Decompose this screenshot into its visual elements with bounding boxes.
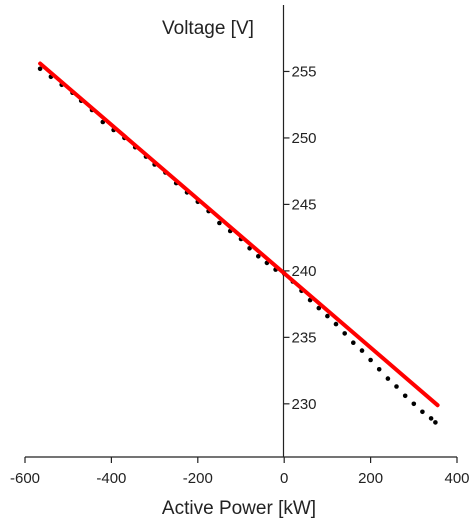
scatter-point bbox=[376, 367, 382, 372]
fit-line-group bbox=[38, 61, 440, 408]
scatter-point bbox=[402, 393, 408, 399]
scatter-point bbox=[420, 409, 425, 415]
scatter-point bbox=[394, 384, 399, 389]
scatter-point bbox=[333, 321, 339, 327]
scatter-point bbox=[217, 220, 222, 226]
y-tick-label: 235 bbox=[292, 329, 317, 346]
scatter-point bbox=[411, 401, 417, 407]
y-tick-label: 245 bbox=[292, 196, 317, 213]
y-tick-label: 250 bbox=[292, 130, 317, 147]
x-tick-label: -200 bbox=[183, 470, 213, 487]
scatter-point bbox=[433, 420, 438, 425]
scatter-point bbox=[351, 340, 356, 346]
scatter-point bbox=[342, 331, 348, 336]
x-tick-label: -400 bbox=[96, 470, 126, 487]
scatter-point bbox=[359, 348, 365, 353]
x-tick-label: 400 bbox=[444, 470, 469, 487]
scatter-point bbox=[428, 416, 434, 421]
scatter-points bbox=[37, 66, 438, 425]
scatter-point bbox=[316, 305, 322, 311]
y-tick-label: 240 bbox=[292, 263, 317, 280]
x-tick-label: 200 bbox=[358, 470, 383, 487]
scatter-point bbox=[385, 376, 391, 381]
fit-line bbox=[38, 61, 440, 408]
scatter-point bbox=[37, 66, 43, 72]
x-tick-label: -600 bbox=[10, 470, 40, 487]
y-tick-label: 230 bbox=[292, 396, 317, 413]
y-tick-label: 255 bbox=[292, 63, 317, 80]
y-axis-title: Voltage [V] bbox=[162, 18, 254, 39]
scatter-point bbox=[368, 357, 373, 363]
y-ticks: 230 235 240 245 250 255 bbox=[283, 63, 317, 413]
scatter-point bbox=[325, 313, 330, 319]
x-ticks: -600 -400 -200 0 200 400 bbox=[10, 457, 470, 487]
x-axis-title: Active Power [kW] bbox=[162, 498, 316, 519]
x-tick-label: 0 bbox=[280, 470, 288, 487]
scatter-point bbox=[255, 253, 261, 259]
